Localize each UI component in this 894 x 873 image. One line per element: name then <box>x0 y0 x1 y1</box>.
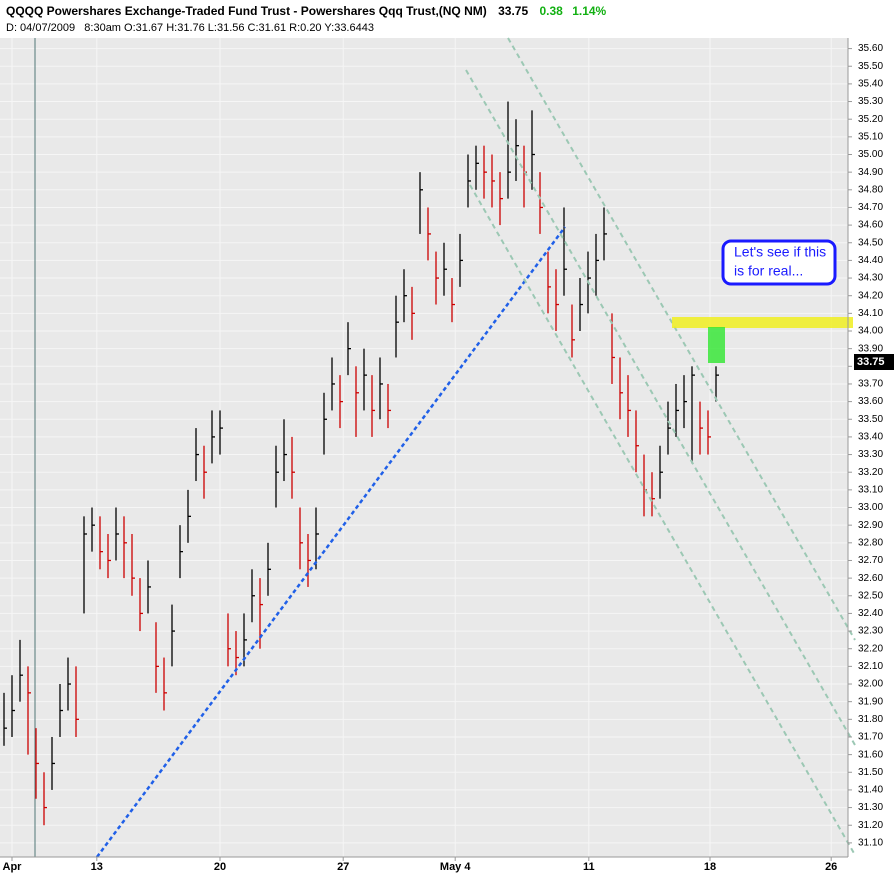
channel-line <box>465 69 856 746</box>
channel-line <box>469 184 856 856</box>
y-tick-label: 34.80 <box>858 184 883 195</box>
y-tick-label: 35.00 <box>858 149 883 160</box>
y-tick-label: 35.20 <box>858 114 883 125</box>
y-tick-label: 31.40 <box>858 785 883 796</box>
y-tick-label: 33.00 <box>858 502 883 513</box>
y-tick-label: 34.50 <box>858 237 883 248</box>
change-percent: 1.14% <box>572 4 606 18</box>
x-tick-label: 20 <box>214 861 226 873</box>
y-tick-label: 31.80 <box>858 714 883 725</box>
y-tick-label: 33.70 <box>858 379 883 390</box>
y-tick-label: 34.10 <box>858 308 883 319</box>
x-tick-label: 18 <box>704 861 716 873</box>
plot-area <box>0 38 848 857</box>
y-tick-label: 34.30 <box>858 273 883 284</box>
header-title: QQQQ Powershares Exchange-Traded Fund Tr… <box>6 4 607 18</box>
y-tick-label: 33.30 <box>858 449 883 460</box>
y-tick-label: 33.10 <box>858 485 883 496</box>
y-tick-label: 33.40 <box>858 432 883 443</box>
y-tick-label: 35.30 <box>858 96 883 107</box>
callout-text: is for real... <box>734 263 803 279</box>
y-tick-label: 32.10 <box>858 661 883 672</box>
x-tick-label: 26 <box>825 861 837 873</box>
x-tick-label: 13 <box>91 861 103 873</box>
y-tick-label: 31.20 <box>858 820 883 831</box>
grid <box>0 38 848 857</box>
y-tick-label: 32.30 <box>858 626 883 637</box>
y-tick-label: 34.20 <box>858 290 883 301</box>
callout-box <box>721 239 837 286</box>
x-tick-label: 11 <box>583 861 595 873</box>
callout-text: Let's see if this <box>734 244 826 260</box>
y-tick-label: 33.50 <box>858 414 883 425</box>
y-tick-label: 31.90 <box>858 696 883 707</box>
change: 0.38 <box>539 4 563 18</box>
price-bars <box>3 101 719 826</box>
y-tick-label: 32.20 <box>858 643 883 654</box>
y-tick-label: 34.40 <box>858 255 883 266</box>
y-tick-label: 33.90 <box>858 343 883 354</box>
y-tick-label: 35.60 <box>858 43 883 54</box>
trend-line <box>95 226 567 858</box>
y-tick-label: 33.20 <box>858 467 883 478</box>
y-tick-label: 32.90 <box>858 520 883 531</box>
y-tick-label: 32.60 <box>858 573 883 584</box>
y-tick-label: 31.50 <box>858 767 883 778</box>
x-tick-label: May 4 <box>440 861 471 873</box>
y-tick-label: 31.70 <box>858 732 883 743</box>
resistance-band <box>672 317 853 328</box>
last-price-box <box>854 354 894 370</box>
y-tick-label: 35.50 <box>858 61 883 72</box>
y-tick-label: 32.80 <box>858 537 883 548</box>
symbol-title: QQQQ Powershares Exchange-Traded Fund Tr… <box>6 4 487 18</box>
y-tick-label: 35.40 <box>858 79 883 90</box>
y-tick-label: 33.60 <box>858 396 883 407</box>
y-tick-label: 31.60 <box>858 749 883 760</box>
header-info: D: 04/07/2009 8:30am O:31.67 H:31.76 L:3… <box>6 22 374 34</box>
y-tick-label: 31.30 <box>858 802 883 813</box>
x-tick-label: 27 <box>337 861 349 873</box>
channel-line <box>507 37 856 641</box>
axis-labels: 31.10 31.20 31.30 31.40 31.50 31.60 31.70 31.80… <box>3 43 884 873</box>
y-tick-label: 32.50 <box>858 590 883 601</box>
last-price: 33.75 <box>498 4 528 18</box>
y-tick-label: 34.70 <box>858 202 883 213</box>
y-tick-label: 34.60 <box>858 220 883 231</box>
y-tick-label: 32.00 <box>858 679 883 690</box>
y-tick-label: 35.10 <box>858 131 883 142</box>
y-tick-label: 32.40 <box>858 608 883 619</box>
y-tick-label: 31.10 <box>858 838 883 849</box>
highlight-box <box>708 327 725 363</box>
y-tick-label: 32.70 <box>858 555 883 566</box>
y-tick-label: 34.00 <box>858 326 883 337</box>
y-tick-label: 34.90 <box>858 167 883 178</box>
x-tick-label: Apr <box>3 861 23 873</box>
last-price-label: 33.75 <box>857 356 885 368</box>
